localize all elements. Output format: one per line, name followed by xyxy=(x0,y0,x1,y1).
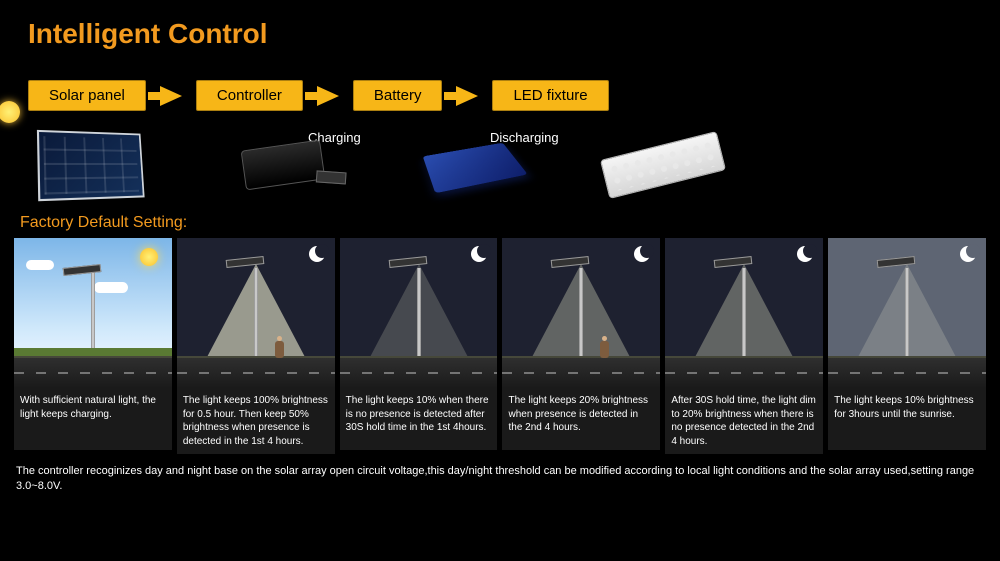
arrow-icon xyxy=(160,86,182,106)
scene-caption: The light keeps 10% when there is no pre… xyxy=(340,388,498,450)
scene-caption: After 30S hold time, the light dim to 20… xyxy=(665,388,823,454)
scene-illustration xyxy=(177,238,335,388)
scene-caption: The light keeps 10% brightness for 3hour… xyxy=(828,388,986,450)
moon-icon xyxy=(960,246,976,262)
scene-caption: With sufficient natural light, the light… xyxy=(14,388,172,450)
moon-icon xyxy=(797,246,813,262)
lamp-pole xyxy=(579,268,583,358)
flow-box-led-fixture: LED fixture xyxy=(492,80,608,111)
moon-icon xyxy=(471,246,487,262)
scene-6: The light keeps 10% brightness for 3hour… xyxy=(828,238,986,454)
flow-diagram: Solar panel Controller Battery LED fixtu… xyxy=(0,50,1000,111)
moon-icon xyxy=(309,246,325,262)
scene-3: The light keeps 10% when there is no pre… xyxy=(340,238,498,454)
scene-1: With sufficient natural light, the light… xyxy=(14,238,172,454)
scene-illustration xyxy=(665,238,823,388)
arrow-icon xyxy=(317,86,339,106)
arrow-icon xyxy=(456,86,478,106)
flow-box-solar-panel: Solar panel xyxy=(28,80,146,111)
sun-icon xyxy=(140,248,158,266)
flow-box-controller: Controller xyxy=(196,80,303,111)
moon-icon xyxy=(634,246,650,262)
solar-panel-image xyxy=(28,125,158,205)
scenes-row: With sufficient natural light, the light… xyxy=(0,238,1000,454)
scene-illustration xyxy=(14,238,172,388)
person-icon xyxy=(600,336,609,358)
scene-illustration xyxy=(828,238,986,388)
scene-illustration xyxy=(340,238,498,388)
scene-caption: The light keeps 100% brightness for 0.5 … xyxy=(177,388,335,454)
lamp-pole xyxy=(905,268,909,358)
section-label: Factory Default Setting: xyxy=(0,206,1000,238)
lamp-head xyxy=(63,264,102,276)
lamp-pole xyxy=(742,268,746,358)
lamp-pole xyxy=(91,268,95,358)
component-images-row xyxy=(0,111,1000,206)
person-icon xyxy=(275,336,284,358)
lamp-pole xyxy=(254,268,258,358)
sun-icon xyxy=(0,101,20,123)
scene-4: The light keeps 20% brightness when pres… xyxy=(502,238,660,454)
scene-illustration xyxy=(502,238,660,388)
page-title: Intelligent Control xyxy=(0,0,1000,50)
footnote: The controller recoginizes day and night… xyxy=(0,454,1000,495)
scene-5: After 30S hold time, the light dim to 20… xyxy=(665,238,823,454)
lamp-pole xyxy=(417,268,421,358)
scene-caption: The light keeps 20% brightness when pres… xyxy=(502,388,660,450)
scene-2: The light keeps 100% brightness for 0.5 … xyxy=(177,238,335,454)
led-fixture-image xyxy=(598,125,728,205)
flow-box-battery: Battery xyxy=(353,80,443,111)
